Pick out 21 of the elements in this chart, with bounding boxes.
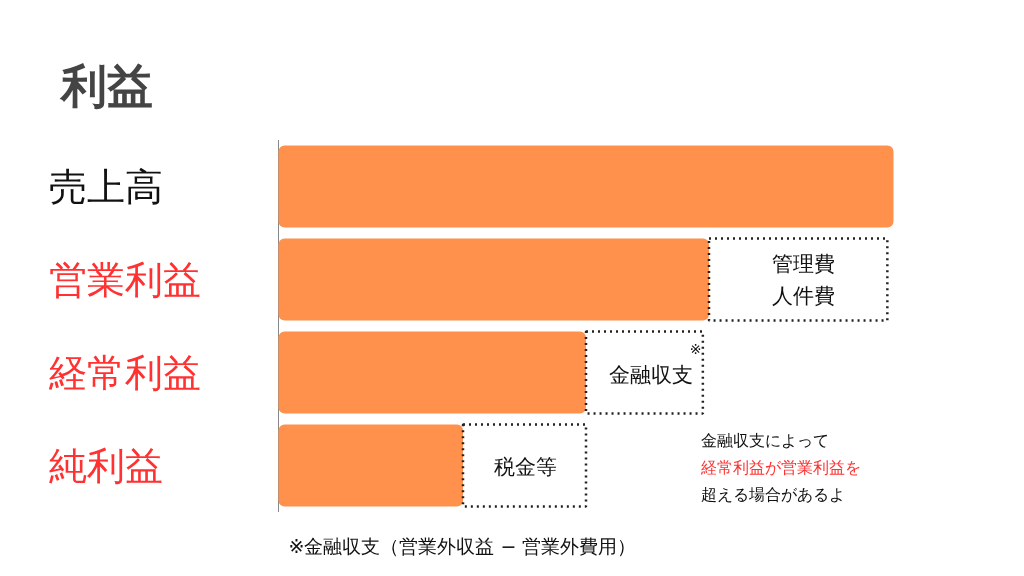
annotation: 経常利益が営業利益を	[699, 458, 861, 477]
annotation: 超える場合があるよ	[700, 485, 845, 504]
text: ※金融収支（営業外収益 − 営業外費用）	[288, 534, 637, 557]
y-tick-label: 営業利益	[48, 257, 201, 302]
y-tick-label: 純利益	[48, 443, 163, 488]
y-tick-label: 売上高	[48, 164, 163, 209]
annotation: 税金等	[494, 454, 557, 479]
bar	[278, 331, 586, 414]
bar	[584, 330, 705, 415]
bar	[461, 423, 588, 508]
annotation: 管理費	[772, 251, 835, 276]
bar	[707, 237, 889, 322]
y-tick-label: 経常利益	[47, 350, 201, 395]
annotation: 金融収支	[608, 362, 693, 387]
bar	[278, 238, 709, 321]
bar	[278, 424, 463, 507]
chart-title: 利益	[58, 58, 153, 113]
annotation: 人件費	[772, 283, 835, 308]
annotation: ※	[689, 340, 702, 357]
bar	[278, 145, 894, 228]
annotation: 金融収支によって	[700, 431, 829, 450]
